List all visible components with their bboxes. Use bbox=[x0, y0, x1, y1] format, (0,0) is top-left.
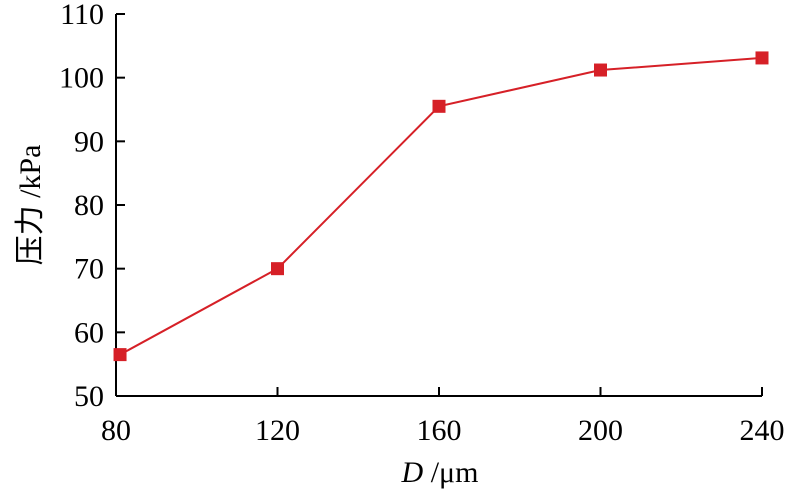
y-ticks: 50 60 70 80 90 100 110 bbox=[59, 0, 125, 413]
axes bbox=[115, 14, 762, 397]
y-tick-label: 70 bbox=[74, 253, 104, 286]
x-tick-label: 200 bbox=[578, 414, 623, 447]
data-point-marker bbox=[113, 348, 127, 362]
data-point-marker bbox=[755, 51, 769, 65]
data-point-marker bbox=[432, 99, 446, 113]
y-tick-label: 80 bbox=[74, 189, 104, 222]
x-tick-label: 240 bbox=[740, 414, 785, 447]
x-axis-title-var: D bbox=[401, 456, 424, 489]
y-tick-label: 50 bbox=[74, 380, 104, 413]
x-axis-title: D /μm bbox=[401, 456, 479, 489]
x-tick-label: 120 bbox=[255, 414, 300, 447]
y-tick-label: 60 bbox=[74, 316, 104, 349]
y-tick-label: 110 bbox=[60, 0, 104, 31]
y-tick-label: 90 bbox=[74, 125, 104, 158]
x-axis-title-unit: /μm bbox=[423, 456, 478, 489]
y-tick-label: 100 bbox=[59, 62, 104, 95]
series-group bbox=[113, 51, 769, 362]
x-ticks: 80 120 160 200 240 bbox=[101, 387, 785, 447]
y-axis-title: 压力 /kPa bbox=[14, 145, 47, 266]
data-point-marker bbox=[594, 63, 607, 77]
x-tick-label: 80 bbox=[101, 414, 131, 447]
data-point-marker bbox=[271, 262, 284, 276]
x-tick-label: 160 bbox=[417, 414, 462, 447]
